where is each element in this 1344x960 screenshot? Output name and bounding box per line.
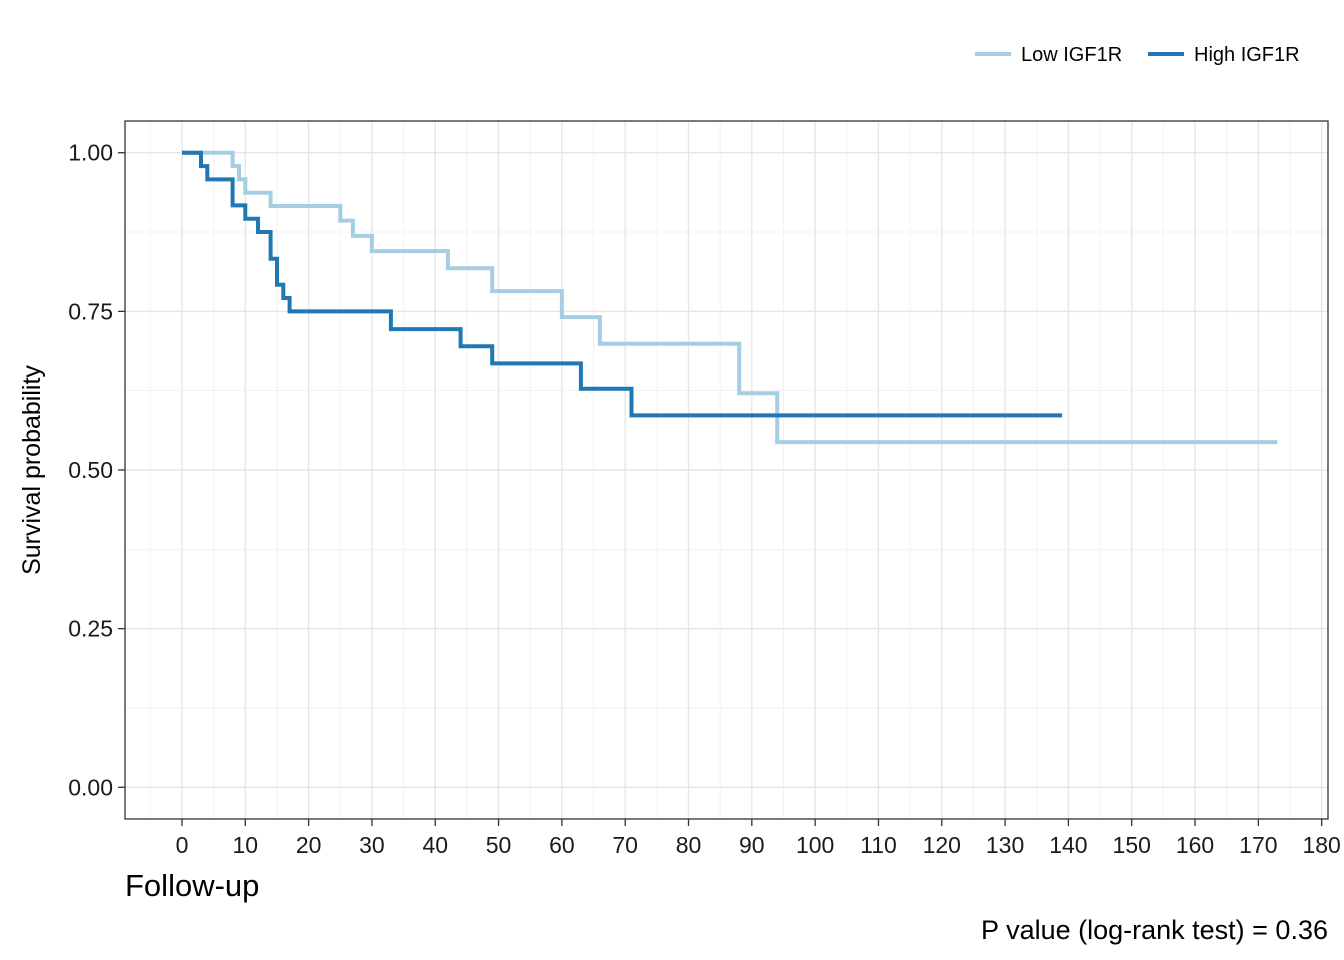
x-tick-label: 70 [612,832,638,858]
x-tick-label: 110 [860,832,897,858]
x-tick-label: 140 [1049,832,1087,858]
x-tick-label: 60 [549,832,575,858]
x-tick-label: 170 [1239,832,1277,858]
series-line-high-igf1r [182,150,1063,418]
x-tick-label: 40 [422,832,448,858]
y-axis-ticks: 0.00 0.25 0.50 0.75 1.00 [68,140,125,800]
legend-label: Low IGF1R [1021,44,1122,66]
x-tick-label: 30 [359,832,385,858]
y-tick-label: 1.00 [68,140,113,166]
series-line-low-igf1r [182,150,1278,445]
x-tick-label: 150 [1113,832,1151,858]
y-tick-label: 0.00 [68,774,113,800]
x-tick-label: 130 [986,832,1024,858]
y-tick-label: 0.75 [68,298,113,324]
y-tick-label: 0.25 [68,616,113,642]
x-axis-ticks: 0 10 20 30 40 50 60 70 80 90 100 110 120 130 140 150 160… [176,819,1341,858]
legend-label: High IGF1R [1194,44,1300,66]
grid-major [125,121,1328,819]
x-tick-label: 180 [1302,832,1340,858]
x-tick-label: 90 [739,832,765,858]
p-value-annotation: P value (log-rank test) = 0.36 [981,915,1328,945]
x-tick-label: 50 [486,832,512,858]
x-tick-label: 0 [176,832,189,858]
legend: Low IGF1R High IGF1R [975,44,1300,66]
x-tick-label: 80 [676,832,702,858]
x-tick-label: 100 [796,832,834,858]
x-tick-label: 10 [233,832,259,858]
x-tick-label: 20 [296,832,322,858]
y-tick-label: 0.50 [68,457,113,483]
series-layer [182,150,1278,445]
x-axis-title: Follow-up [125,868,259,903]
x-tick-label: 160 [1176,832,1214,858]
x-tick-label: 120 [923,832,961,858]
y-axis-title: Survival probability [18,365,46,575]
